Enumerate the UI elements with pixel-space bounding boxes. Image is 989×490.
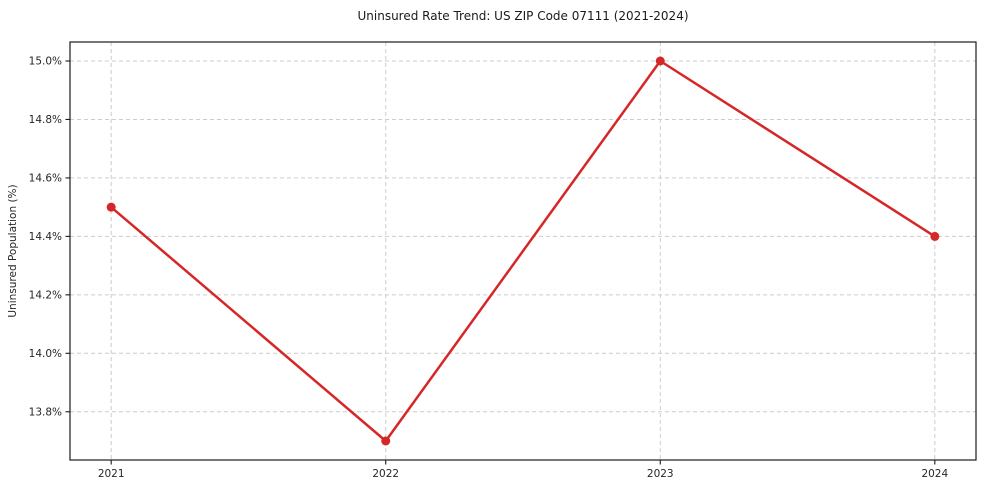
y-tick-label: 14.4% [29, 231, 62, 243]
y-tick-label: 14.2% [29, 290, 62, 302]
data-point-2022 [381, 436, 391, 446]
trend-line [109, 59, 937, 443]
chart-title: Uninsured Rate Trend: US ZIP Code 07111 … [357, 9, 689, 23]
plot-frame [69, 41, 977, 461]
x-tick-label: 2022 [372, 468, 399, 480]
data-point-2024 [930, 231, 940, 241]
data-point-2021 [106, 202, 116, 212]
x-tick-label: 2021 [98, 468, 125, 480]
y-tick-label: 14.0% [29, 348, 62, 360]
y-tick-label: 14.8% [29, 114, 62, 126]
x-tick-label: 2024 [921, 468, 948, 480]
x-tick-label: 2023 [647, 468, 674, 480]
y-tick-label: 13.8% [29, 406, 62, 418]
y-tick-label: 14.6% [29, 173, 62, 185]
y-tick-label: 15.0% [29, 56, 62, 68]
data-point-2023 [655, 56, 665, 66]
